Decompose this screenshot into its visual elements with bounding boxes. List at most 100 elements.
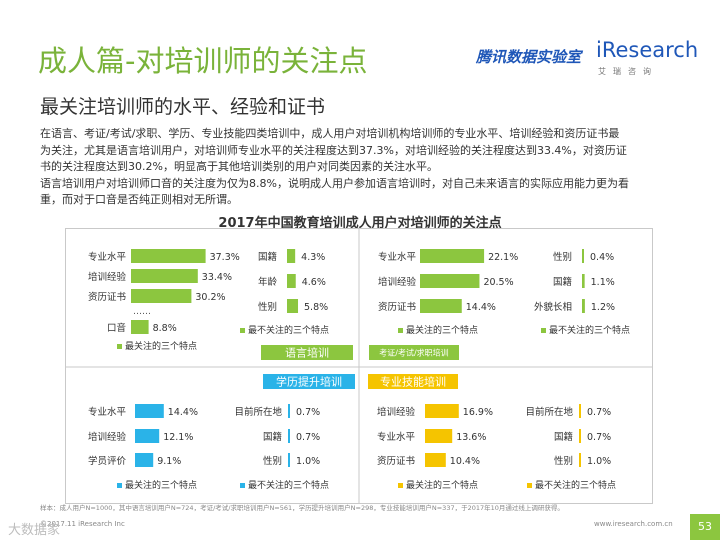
tencent-data-lab-logo: 腾讯数据实验室 (476, 48, 582, 66)
bar (425, 453, 446, 467)
ellipsis-mark: …… (133, 307, 151, 317)
bar-category-label: 国籍 (258, 251, 277, 263)
chart-frame (65, 228, 653, 504)
panel-banner (263, 374, 355, 389)
bar-category-label: 学员评价 (88, 455, 127, 467)
bar (131, 249, 206, 263)
bar-category-label: 外貌长相 (534, 301, 572, 313)
bar-category-label: 专业水平 (378, 251, 417, 263)
legend-label: 最关注的三个特点 (125, 479, 197, 491)
bar-category-label: 资历证书 (377, 456, 416, 467)
bar-category-label: 性别 (553, 251, 572, 263)
bar (131, 269, 198, 283)
bar-value-label: 33.4% (202, 272, 232, 283)
bar-category-label: 国籍 (554, 431, 573, 443)
bar-value-label: 14.4% (168, 407, 198, 418)
bar (579, 453, 581, 467)
bar (579, 429, 581, 443)
bar-category-label: 培训经验 (88, 431, 127, 443)
bar (425, 404, 459, 418)
bar-value-label: 16.9% (463, 407, 493, 418)
legend-label: 最不关注的三个特点 (248, 324, 329, 336)
bar-category-label: 性别 (263, 455, 282, 467)
bar-value-label: 37.3% (210, 252, 240, 263)
page-title: 成人篇-对培训师的关注点 (38, 44, 368, 78)
bar-value-label: 0.7% (296, 432, 320, 443)
bar-value-label: 30.2% (195, 292, 225, 303)
bar-value-label: 4.6% (302, 277, 326, 288)
bar (131, 289, 192, 303)
bar-value-label: 10.4% (450, 456, 480, 467)
bar-category-label: 资历证书 (88, 292, 127, 303)
bar-value-label: 9.1% (157, 456, 181, 467)
page-number: 53 (690, 514, 720, 540)
legend-label: 最关注的三个特点 (125, 340, 197, 352)
bar-value-label: 20.5% (483, 277, 513, 288)
bar (135, 404, 164, 418)
website-note: www.iresearch.com.cn (594, 520, 673, 528)
bar (579, 404, 581, 418)
legend-swatch (398, 328, 403, 333)
bar (420, 299, 462, 313)
bar-value-label: 0.7% (296, 407, 320, 418)
bar-category-label: 国籍 (263, 431, 282, 443)
panel-banner (368, 374, 458, 389)
panel-banner (261, 345, 353, 360)
bar (582, 274, 585, 288)
bar (287, 299, 299, 313)
bar-value-label: 1.0% (296, 456, 320, 467)
bar-category-label: 目前所在地 (525, 406, 573, 418)
bar (420, 249, 485, 263)
bar-value-label: 1.2% (591, 302, 615, 313)
page-subtitle: 最关注培训师的水平、经验和证书 (40, 96, 326, 118)
bar-value-label: 4.3% (301, 252, 325, 263)
bar (131, 320, 149, 334)
bar-value-label: 5.8% (304, 302, 328, 313)
summary-line: 为关注，尤其是语言培训用户，对培训师专业水平的关注程度达到37.3%，对培训经验… (40, 143, 627, 157)
watermark: 大数据家 (8, 523, 61, 538)
legend-label: 最不关注的三个特点 (535, 479, 616, 491)
bar (420, 274, 480, 288)
bar-value-label: 1.0% (587, 456, 611, 467)
bar-category-label: 专业水平 (88, 406, 127, 418)
summary-line: 重，而对于口音是否纯正则相对无所谓。 (40, 193, 238, 206)
legend-swatch (117, 483, 122, 488)
bar-value-label: 14.4% (466, 302, 496, 313)
legend-swatch (541, 328, 546, 333)
bar-category-label: 国籍 (553, 276, 572, 288)
bar-category-label: 专业水平 (88, 251, 127, 263)
bar-category-label: 口音 (107, 322, 126, 334)
source-note: ©2017.11 iResearch Inc (40, 520, 125, 528)
summary-line: 书的关注程度达到30.2%，明显高于其他培训类别的用户对同类因素的关注水平。 (40, 160, 438, 173)
bar (287, 249, 296, 263)
bar-value-label: 8.8% (153, 323, 177, 334)
panel-banner (369, 345, 459, 360)
chart-title: 2017年中国教育培训成人用户对培训师的关注点 (218, 216, 502, 231)
bar-category-label: 培训经验 (378, 276, 417, 288)
legend-label: 最不关注的三个特点 (248, 479, 329, 491)
panel-name: 学历提升培训 (276, 375, 342, 389)
panel-name: 专业技能培训 (380, 375, 446, 389)
bar-value-label: 0.4% (590, 252, 614, 263)
summary-line: 在语言、考证/考试/求职、学历、专业技能四类培训中，成人用户对培训机构培训师的专… (40, 127, 620, 140)
bar-category-label: 年龄 (258, 276, 278, 288)
bar-category-label: 培训经验 (377, 406, 416, 418)
bar (288, 453, 290, 467)
bar-value-label: 22.1% (488, 252, 518, 263)
legend-swatch (240, 483, 245, 488)
bar-value-label: 13.6% (456, 432, 486, 443)
bar (135, 429, 160, 443)
bar (287, 274, 296, 288)
bar (582, 299, 585, 313)
summary-text: 在语言、考证/考试/求职、学历、专业技能四类培训中，成人用户对培训机构培训师的专… (40, 126, 688, 209)
bar-value-label: 0.7% (587, 407, 611, 418)
iresearch-logo: iResearch (596, 38, 699, 62)
bar (425, 429, 453, 443)
legend-swatch (527, 483, 532, 488)
sample-footnote: 样本：成人用户N=1000，其中语言培训用户N=724，考证/考试/求职培训用户… (40, 504, 564, 512)
bar (288, 404, 290, 418)
summary-line: 语言培训用户对培训师口音的关注度为仅为8.8%，说明成人用户参加语言培训时，对自… (40, 176, 629, 190)
panel-name: 语言培训 (285, 346, 329, 360)
bar-category-label: 性别 (554, 455, 573, 467)
